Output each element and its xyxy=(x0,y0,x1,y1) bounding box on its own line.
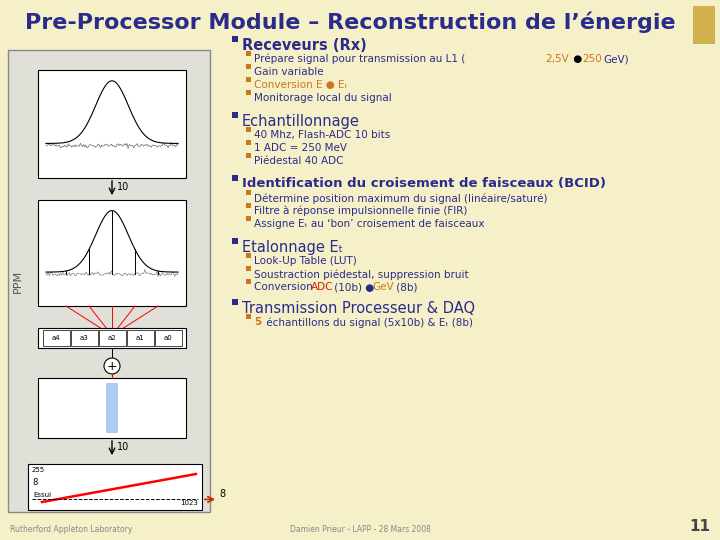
Bar xyxy=(38,70,186,178)
Text: 1023: 1023 xyxy=(180,500,198,506)
Text: échantillons du signal (5x10b) & Eₜ (8b): échantillons du signal (5x10b) & Eₜ (8b) xyxy=(263,317,473,327)
Text: Look-Up Table (LUT): Look-Up Table (LUT) xyxy=(254,256,356,266)
Bar xyxy=(246,279,251,284)
Bar xyxy=(246,216,251,221)
Text: 10: 10 xyxy=(117,182,130,192)
Text: Pre-Processor Module – Reconstruction de l’énergie: Pre-Processor Module – Reconstruction de… xyxy=(24,11,675,33)
Text: GeV: GeV xyxy=(372,282,394,292)
Text: ●: ● xyxy=(570,54,585,64)
Text: Echantillonnage: Echantillonnage xyxy=(242,114,360,129)
Bar xyxy=(246,153,251,158)
Bar xyxy=(99,330,125,346)
Text: 1 ADC = 250 MeV: 1 ADC = 250 MeV xyxy=(254,143,347,153)
Text: Assigne Eₜ au ‘bon’ croisement de faisceaux: Assigne Eₜ au ‘bon’ croisement de faisce… xyxy=(254,219,485,229)
Text: 250: 250 xyxy=(582,54,602,64)
Bar xyxy=(246,90,251,95)
Text: a2: a2 xyxy=(108,335,117,341)
Bar xyxy=(232,238,238,244)
Text: 255: 255 xyxy=(32,467,45,473)
Bar xyxy=(38,378,186,438)
Text: Essui: Essui xyxy=(33,492,51,498)
Text: GeV): GeV) xyxy=(603,54,629,64)
Bar xyxy=(232,299,238,305)
Text: Filtre à réponse impulsionnelle finie (FIR): Filtre à réponse impulsionnelle finie (F… xyxy=(254,206,467,217)
Bar xyxy=(246,140,251,145)
Bar xyxy=(71,330,97,346)
Text: Conversion E ● Eₜ: Conversion E ● Eₜ xyxy=(254,80,348,90)
Text: a0: a0 xyxy=(163,335,172,341)
Text: PPM: PPM xyxy=(13,269,23,293)
Text: a4: a4 xyxy=(52,335,60,341)
Bar xyxy=(246,203,251,208)
Bar xyxy=(232,175,238,181)
Text: a1: a1 xyxy=(135,335,145,341)
Bar xyxy=(246,253,251,258)
Text: a3: a3 xyxy=(80,335,89,341)
Bar xyxy=(693,6,715,44)
Text: Monitorage local du signal: Monitorage local du signal xyxy=(254,93,392,103)
Text: Receveurs (Rx): Receveurs (Rx) xyxy=(242,38,366,53)
Text: Rutherford Appleton Laboratory: Rutherford Appleton Laboratory xyxy=(10,525,132,534)
Text: Etalonnage Eₜ: Etalonnage Eₜ xyxy=(242,240,343,255)
Bar xyxy=(38,200,186,306)
Bar xyxy=(246,64,251,69)
Text: 40 Mhz, Flash-ADC 10 bits: 40 Mhz, Flash-ADC 10 bits xyxy=(254,130,390,140)
Bar xyxy=(8,50,210,512)
Bar xyxy=(232,36,238,42)
Bar xyxy=(42,330,70,346)
Text: (8b): (8b) xyxy=(393,282,418,292)
Bar xyxy=(246,51,251,56)
Text: Gain variable: Gain variable xyxy=(254,67,323,77)
Text: Transmission Processeur & DAQ: Transmission Processeur & DAQ xyxy=(242,301,475,316)
Text: Prépare signal pour transmission au L1 (: Prépare signal pour transmission au L1 ( xyxy=(254,54,465,64)
Bar xyxy=(246,190,251,195)
Text: 10: 10 xyxy=(117,442,130,452)
Bar xyxy=(155,330,181,346)
Text: Identification du croisement de faisceaux (BCID): Identification du croisement de faisceau… xyxy=(242,177,606,190)
Text: Damien Prieur - LAPP - 28 Mars 2008: Damien Prieur - LAPP - 28 Mars 2008 xyxy=(289,525,431,534)
Text: 8: 8 xyxy=(219,489,225,500)
Text: 8: 8 xyxy=(32,478,37,487)
Circle shape xyxy=(104,358,120,374)
Bar xyxy=(127,330,153,346)
Text: 5: 5 xyxy=(254,317,261,327)
Text: Détermine position maximum du signal (linéaire/saturé): Détermine position maximum du signal (li… xyxy=(254,193,547,204)
Bar xyxy=(232,112,238,118)
Bar xyxy=(38,328,186,348)
Bar xyxy=(28,464,202,510)
Bar xyxy=(0,0,720,45)
Text: 2,5V: 2,5V xyxy=(545,54,569,64)
Text: ADC: ADC xyxy=(311,282,333,292)
Text: 11: 11 xyxy=(689,519,710,534)
Bar xyxy=(246,314,251,319)
Text: (10b) ●: (10b) ● xyxy=(331,282,377,292)
Bar xyxy=(246,127,251,132)
Text: Conversion: Conversion xyxy=(254,282,316,292)
Text: +: + xyxy=(107,360,117,373)
Text: Soustraction piédestal, suppression bruit: Soustraction piédestal, suppression brui… xyxy=(254,269,469,280)
Bar xyxy=(246,77,251,82)
Bar xyxy=(246,266,251,271)
Bar xyxy=(106,383,118,433)
Text: Piédestal 40 ADC: Piédestal 40 ADC xyxy=(254,156,343,166)
